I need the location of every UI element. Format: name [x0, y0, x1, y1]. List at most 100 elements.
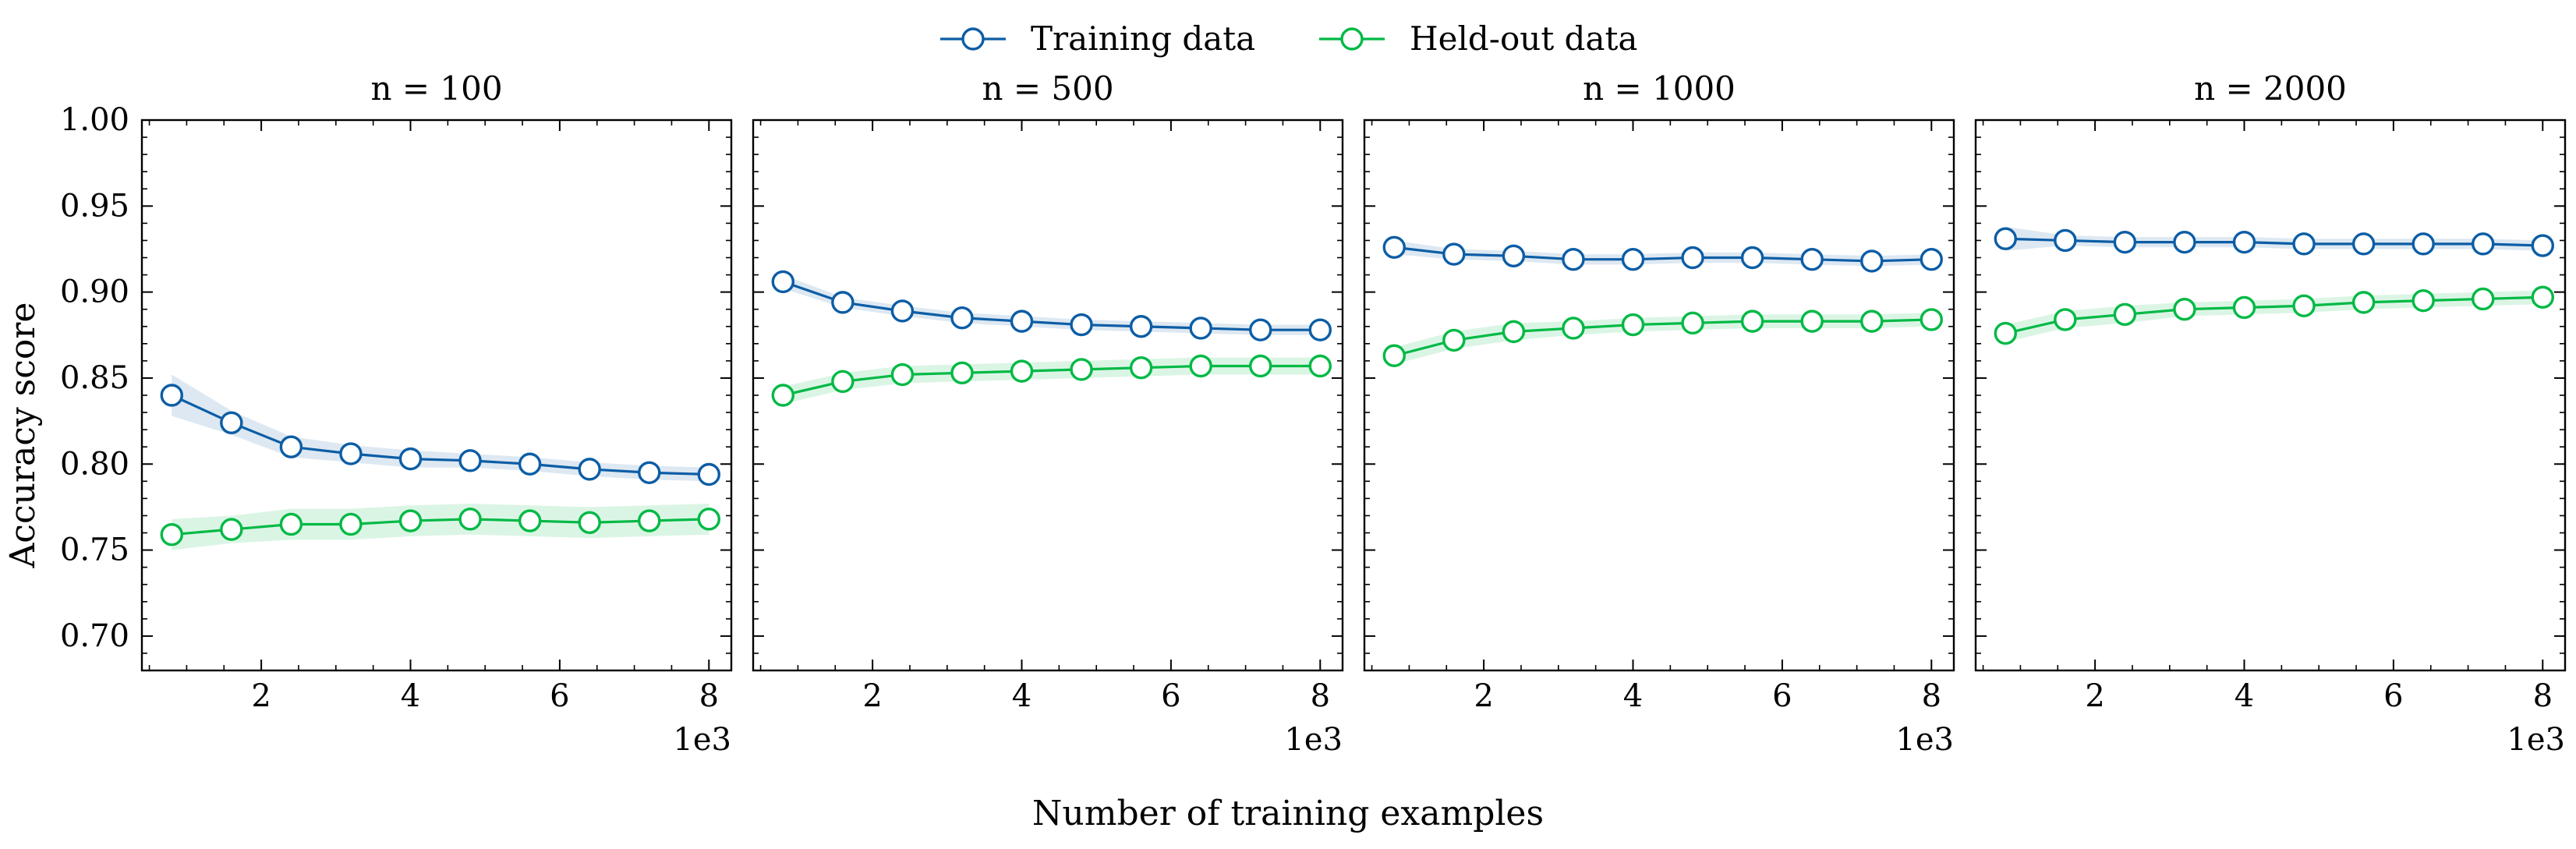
- x-tick-label: 6: [1772, 678, 1792, 714]
- x-tick-label: 6: [1161, 678, 1180, 714]
- data-point: [1189, 317, 1212, 340]
- x-tick-label: 2: [1474, 678, 1493, 714]
- data-point: [1382, 235, 1406, 259]
- x-tick-label: 8: [2533, 678, 2553, 714]
- subplot-title: n = 2000: [2194, 69, 2347, 108]
- x-tick-label: 8: [1311, 678, 1330, 714]
- series-training: [771, 270, 1332, 341]
- data-point: [2531, 234, 2554, 257]
- legend-label: Training data: [1031, 19, 1255, 58]
- data-point: [2472, 287, 2495, 311]
- data-point: [1129, 315, 1153, 338]
- confidence-band: [1394, 240, 1932, 267]
- x-offset-label: 1e3: [1895, 722, 1954, 758]
- series-training: [160, 374, 720, 486]
- x-offset-label: 1e3: [2507, 722, 2565, 758]
- legend: Training data Held-out data: [940, 19, 1637, 58]
- data-point: [1920, 248, 1943, 271]
- data-point: [697, 462, 720, 486]
- data-point: [220, 518, 243, 541]
- subplot-2: n = 500 2 4 6 8 1e3: [752, 69, 1344, 758]
- x-tick-label: 2: [251, 678, 271, 714]
- data-point: [2472, 232, 2495, 256]
- confidence-band: [2005, 290, 2543, 342]
- data-point: [2411, 288, 2435, 313]
- x-ticks: 2 4 6 8: [1371, 120, 1941, 714]
- data-point: [1070, 358, 1093, 381]
- x-ticks: 2 4 6 8: [148, 120, 719, 714]
- data-point: [890, 299, 915, 323]
- subplot-3: n = 1000 2 4 6 8 1e3: [1363, 69, 1955, 758]
- data-point: [1382, 344, 1406, 367]
- confidence-band: [172, 374, 709, 482]
- series-line: [2005, 295, 2543, 335]
- data-point: [578, 511, 601, 534]
- data-point: [279, 512, 303, 536]
- subplot-4: n = 2000 2 4 6 8 1e3: [1974, 69, 2567, 758]
- x-tick-label: 4: [1012, 678, 1031, 714]
- series-held-out: [771, 354, 1332, 407]
- data-point: [1502, 244, 1526, 267]
- data-point: [339, 442, 363, 465]
- subplot-title: n = 500: [982, 69, 1113, 108]
- y-tick-label: 0.95: [60, 188, 129, 224]
- data-point: [1800, 310, 1824, 333]
- data-point: [2113, 230, 2137, 254]
- data-point: [458, 449, 482, 472]
- data-point: [771, 270, 794, 294]
- data-point: [279, 435, 303, 458]
- data-point: [2232, 295, 2256, 320]
- series-line: [1394, 246, 1932, 263]
- data-point: [2113, 302, 2137, 327]
- y-tick-label: 0.70: [60, 618, 129, 654]
- y-axis-label: Accuracy score: [3, 302, 43, 569]
- confidence-band: [1394, 313, 1932, 365]
- data-point: [1920, 308, 1943, 331]
- x-ticks: 2 4 6 8: [1982, 120, 2553, 714]
- data-point: [1010, 359, 1034, 383]
- data-point: [1070, 313, 1093, 337]
- confidence-band: [2005, 226, 2543, 251]
- data-point: [1681, 311, 1704, 335]
- subplot-title: n = 1000: [1583, 69, 1736, 108]
- x-tick-label: 4: [401, 678, 420, 714]
- y-ticks: [753, 119, 1343, 671]
- data-point: [950, 306, 974, 330]
- x-offset-label: 1e3: [1284, 722, 1343, 758]
- data-point: [1129, 356, 1153, 380]
- plot-frame: [1974, 119, 2567, 672]
- data-point: [831, 370, 855, 394]
- x-tick-label: 4: [2235, 678, 2254, 714]
- data-point: [950, 361, 974, 385]
- data-point: [2054, 308, 2077, 331]
- data-point: [1621, 248, 1645, 271]
- data-point: [1860, 249, 1884, 273]
- data-point: [1308, 318, 1332, 341]
- data-point: [2173, 297, 2196, 321]
- y-ticks: 0.70 0.75 0.80 0.85 0.90 0.95 1.00: [60, 102, 731, 671]
- data-point: [1994, 227, 2017, 250]
- data-point: [2054, 228, 2077, 253]
- data-point: [638, 509, 661, 532]
- series-held-out: [1382, 308, 1943, 367]
- plot-frame: [752, 119, 1344, 672]
- y-tick-label: 0.90: [60, 274, 129, 310]
- legend-item-training: Training data: [940, 19, 1255, 58]
- series-training: [1382, 235, 1943, 273]
- plot-frame: [140, 119, 733, 672]
- data-point: [2351, 232, 2376, 256]
- data-point: [2411, 232, 2435, 256]
- x-tick-label: 2: [2085, 678, 2104, 714]
- x-tick-label: 8: [699, 678, 719, 714]
- data-point: [160, 523, 183, 547]
- y-tick-label: 1.00: [60, 102, 129, 138]
- data-point: [1860, 310, 1884, 333]
- y-tick-label: 0.75: [60, 532, 129, 568]
- plot-frame: [1363, 119, 1955, 672]
- subplots: n = 100 2 4 6 8 1e3 0.70 0.75 0.80 0.85 0.90 0.95 1.…: [60, 69, 2567, 758]
- data-point: [1621, 313, 1645, 337]
- data-point: [160, 384, 183, 407]
- data-point: [339, 512, 363, 536]
- legend-label: Held-out data: [1410, 19, 1637, 58]
